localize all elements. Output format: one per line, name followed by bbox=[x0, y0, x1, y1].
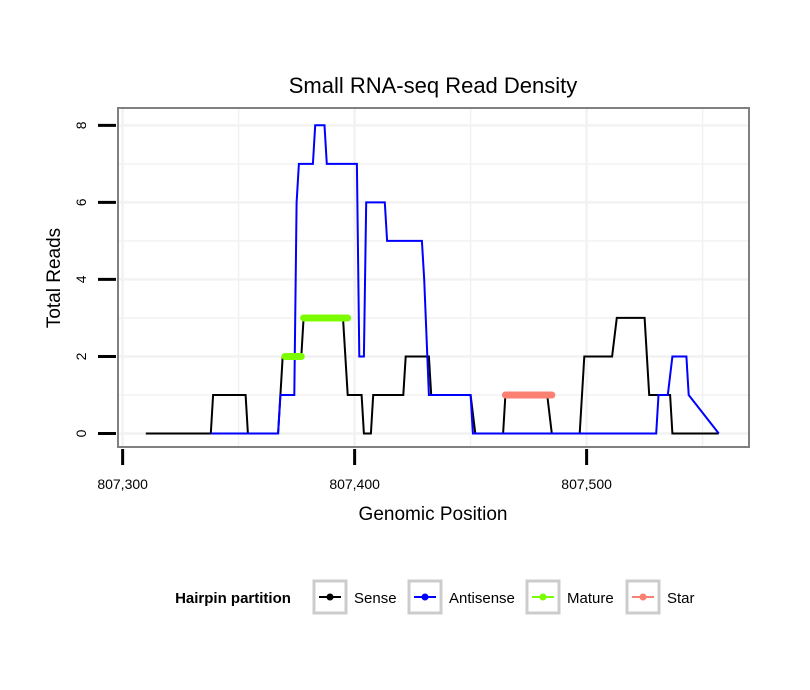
legend-key-dot-antisense bbox=[421, 593, 429, 601]
y-tick-label: 2 bbox=[73, 352, 89, 360]
y-tick-label: 6 bbox=[73, 198, 89, 206]
plot-panel-border bbox=[117, 107, 750, 448]
y-tick-label: 8 bbox=[73, 121, 89, 129]
y-tick-label: 0 bbox=[73, 429, 89, 437]
legend-label-mature: Mature bbox=[567, 590, 614, 607]
y-tick-label: 4 bbox=[73, 275, 89, 283]
legend-label-antisense: Antisense bbox=[449, 590, 515, 607]
legend-title: Hairpin partition bbox=[175, 590, 291, 607]
legend-key-dot-sense bbox=[326, 593, 334, 601]
legend: Hairpin partition Sense Antisense Mature St… bbox=[175, 579, 695, 615]
series-line-antisense bbox=[210, 124, 720, 435]
legend-key-dot-star bbox=[639, 593, 647, 601]
chart-title: Small RNA-seq Read Density bbox=[289, 73, 578, 98]
y-axis-title: Total Reads bbox=[44, 228, 65, 328]
x-tick-label: 807,300 bbox=[97, 476, 148, 492]
axes: 807,300 807,400 807,500 0 2 4 6 8 bbox=[73, 121, 612, 492]
gridlines bbox=[118, 108, 749, 447]
x-tick-label: 807,500 bbox=[561, 476, 612, 492]
x-tick-label: 807,400 bbox=[329, 476, 380, 492]
series-layer bbox=[145, 124, 720, 435]
legend-label-star: Star bbox=[667, 590, 695, 607]
legend-label-sense: Sense bbox=[354, 590, 397, 607]
x-axis-title: Genomic Position bbox=[359, 504, 508, 525]
series-line-sense bbox=[145, 316, 719, 435]
legend-key-dot-mature bbox=[539, 593, 547, 601]
legend-key-box-mature bbox=[525, 579, 561, 615]
